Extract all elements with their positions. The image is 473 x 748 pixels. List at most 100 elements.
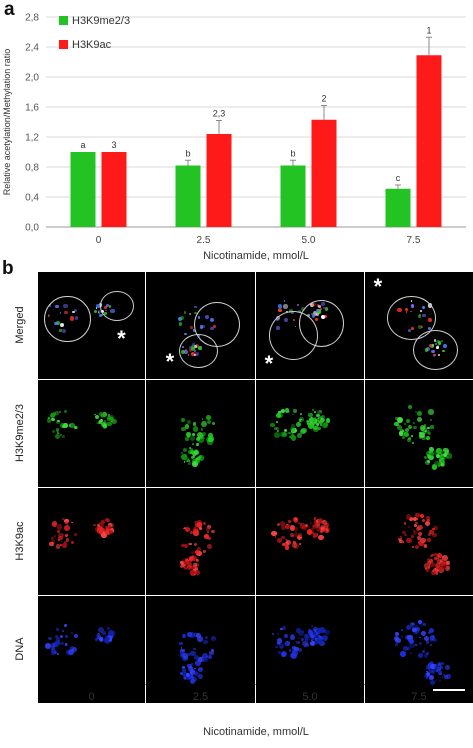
fluorescence-speckle [429,639,433,642]
fluorescence-speckle [192,563,197,568]
fluorescence-speckle [183,332,187,336]
fluorescence-speckle [187,561,193,567]
fluorescence-speckle [440,661,444,665]
fluorescence-speckle [423,430,427,434]
fluorescence-speckle [434,451,439,456]
legend-swatch [59,40,68,49]
fluorescence-speckle [412,627,417,633]
fluorescence-speckle [442,555,449,562]
micrograph-h3k9ac-2 [256,488,364,595]
fluorescence-speckle [305,634,308,638]
fluorescence-speckle [286,432,289,435]
fluorescence-speckle [186,564,193,571]
fluorescence-speckle [59,411,62,413]
fluorescence-speckle [193,566,198,572]
fluorescence-speckle [96,528,102,534]
fluorescence-speckle [197,669,200,672]
fluorescence-speckle [315,628,322,634]
fluorescence-speckle [422,519,426,523]
fluorescence-speckle [291,424,296,429]
fluorescence-speckle [45,643,51,649]
fluorescence-speckle [97,522,104,528]
fluorescence-speckle [445,676,448,679]
fluorescence-speckle [294,527,298,531]
fluorescence-speckle [190,570,195,575]
fluorescence-speckle [438,662,441,666]
scale-bar [433,689,465,691]
fluorescence-speckle [106,637,110,640]
fluorescence-speckle [99,638,104,642]
fluorescence-speckle [425,670,428,673]
fluorescence-speckle [281,535,285,540]
fluorescence-speckle [418,642,422,645]
fluorescence-speckle [196,522,203,528]
fluorescence-speckle [56,524,63,530]
fluorescence-speckle [193,570,197,575]
fluorescence-speckle [186,652,191,657]
fluorescence-speckle [182,669,186,673]
fluorescence-speckle [320,637,325,641]
fluorescence-speckle [50,643,55,647]
y-tick-label: 2,4 [25,43,39,54]
micrograph-x-axis-title: Nicotinamide, mmol/L [203,726,309,738]
fluorescence-speckle [442,452,447,458]
fluorescence-speckle [427,451,430,454]
fluorescence-speckle [207,654,212,659]
fluorescence-speckle [207,543,213,549]
fluorescence-speckle [403,522,407,525]
fluorescence-speckle [108,417,114,422]
fluorescence-speckle [277,430,280,433]
fluorescence-speckle [63,423,68,428]
fluorescence-speckle [68,424,72,427]
fluorescence-speckle [285,524,290,529]
fluorescence-speckle [184,566,188,570]
fluorescence-speckle [187,632,192,637]
fluorescence-speckle [74,533,77,536]
fluorescence-speckle [288,432,291,435]
fluorescence-speckle [181,543,185,548]
fluorescence-speckle [425,666,429,670]
fluorescence-speckle [194,654,199,660]
fluorescence-speckle [412,441,415,444]
fluorescence-speckle [426,558,431,563]
fluorescence-speckle [63,409,67,413]
bar-h3k9me [280,165,306,227]
fluorescence-speckle [49,541,54,547]
fluorescence-speckle [444,565,450,571]
fluorescence-speckle [418,539,424,546]
fluorescence-speckle [109,529,114,534]
fluorescence-speckle [438,461,443,466]
fluorescence-speckle [435,679,438,682]
fluorescence-speckle [433,572,437,576]
fluorescence-speckle [182,671,188,677]
fluorescence-speckle [435,557,439,562]
fluorescence-speckle [53,650,58,655]
fluorescence-speckle [441,458,446,463]
fluorescence-speckle [404,635,410,641]
fluorescence-speckle [184,424,190,429]
fluorescence-speckle [307,630,313,636]
fluorescence-speckle [428,558,434,564]
fluorescence-speckle [402,435,406,439]
fluorescence-speckle [203,639,208,644]
fluorescence-speckle [300,418,302,421]
fluorescence-speckle [101,413,106,418]
fluorescence-speckle [308,412,313,418]
fluorescence-speckle [312,641,315,644]
fluorescence-speckle [190,450,194,454]
fluorescence-speckle [310,517,313,520]
fluorescence-speckle [298,647,303,652]
fluorescence-speckle [276,420,278,423]
asterisk-marker: * [373,274,383,300]
fluorescence-speckle [281,408,286,413]
y-tick-label: 2,8 [25,13,39,24]
fluorescence-speckle [296,640,300,645]
fluorescence-speckle [51,521,58,527]
micrograph-h3k9me-1 [146,380,255,487]
bar-h3k9ac [416,55,442,227]
fluorescence-speckle [430,643,433,646]
fluorescence-speckle [192,455,195,458]
fluorescence-speckle [93,309,97,313]
fluorescence-speckle [198,433,204,440]
fluorescence-speckle [433,525,438,531]
